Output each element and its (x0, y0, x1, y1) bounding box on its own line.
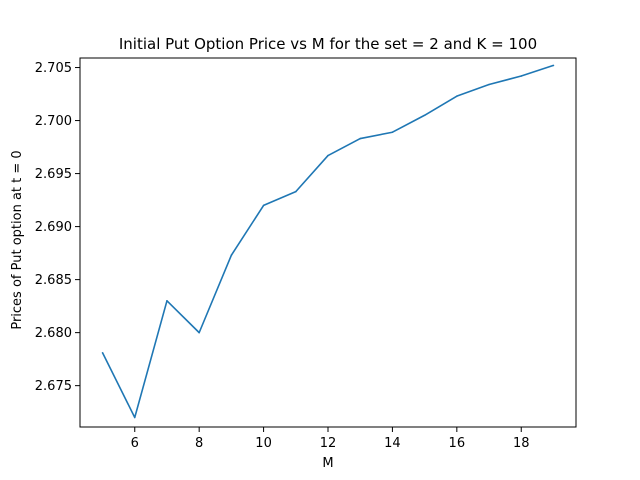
chart-title: Initial Put Option Price vs M for the se… (119, 35, 537, 53)
y-tick-label: 2.705 (35, 61, 72, 76)
data-point (488, 83, 490, 86)
data-point (552, 64, 555, 67)
data-point (456, 95, 458, 97)
series-layer (101, 64, 555, 419)
y-tick-label: 2.675 (35, 379, 72, 394)
data-point (391, 131, 394, 134)
y-axis-label: Prices of Put option at t = 0 (10, 150, 25, 329)
plot-area: 6 8 10 12 14 16 18 2.6752.6802.6852.6902.6952.… (35, 57, 577, 451)
data-point (133, 416, 136, 419)
data-point (520, 75, 523, 77)
x-tick-label: 10 (255, 436, 272, 451)
x-tick-label: 14 (384, 436, 401, 451)
x-tick-label: 12 (320, 436, 337, 451)
data-point (294, 190, 297, 193)
x-axis-label: M (322, 456, 333, 471)
y-axis-ticks: 2.675 2.680 2.685 2.690 2.695 2.700 2.705 (35, 61, 80, 394)
x-tick-label: 16 (449, 436, 466, 451)
data-point (101, 351, 104, 354)
x-tick-label: 6 (131, 436, 139, 451)
data-point (262, 204, 265, 207)
data-point (423, 114, 426, 117)
y-tick-label: 2.685 (35, 273, 72, 288)
x-tick-label: 8 (195, 436, 203, 451)
y-tick-label: 2.680 (35, 326, 72, 341)
data-point (166, 300, 168, 302)
x-axis-ticks: 6 8 10 12 14 16 18 (131, 427, 530, 451)
data-point (359, 137, 362, 140)
y-tick-label: 2.695 (35, 167, 72, 182)
data-point (230, 254, 233, 257)
y-tick-label: 2.700 (35, 114, 72, 129)
data-point (198, 331, 200, 334)
x-tick-label: 18 (513, 436, 530, 451)
data-point (327, 154, 329, 157)
y-tick-label: 2.690 (35, 220, 72, 235)
